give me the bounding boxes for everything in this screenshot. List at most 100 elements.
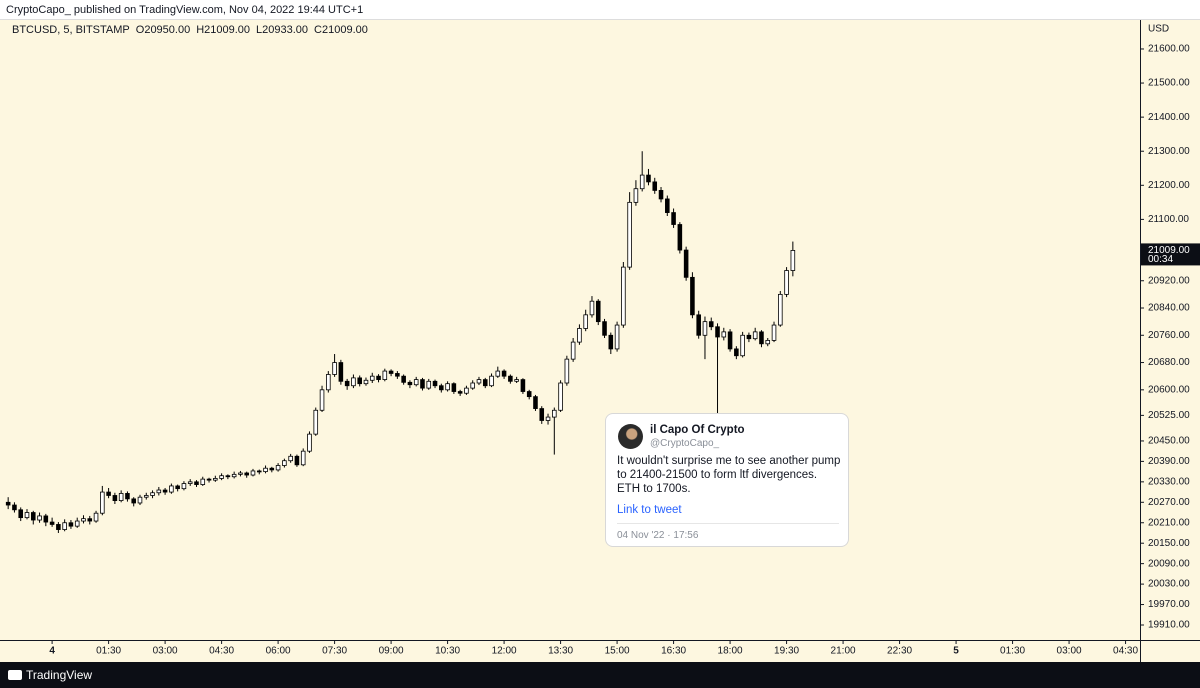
candle-body [627, 201, 632, 268]
y-tick-label: 20030.00 [1148, 579, 1190, 590]
candle-body [169, 485, 174, 493]
avatar [618, 424, 643, 449]
candle-body [514, 379, 519, 382]
candle-body [520, 379, 526, 392]
x-tick-label: 06:00 [266, 646, 291, 657]
candle-body [250, 470, 256, 476]
y-tick-label: 20330.00 [1148, 476, 1190, 487]
candle-body [432, 380, 438, 387]
divider [617, 523, 839, 524]
candle-body [118, 493, 124, 501]
brand: TradingView [26, 668, 93, 682]
last-price-box [1141, 243, 1200, 266]
candle-body [790, 250, 796, 271]
candle-body [501, 370, 507, 377]
candle-body [652, 181, 658, 191]
candle-body [533, 396, 538, 409]
y-tick-label: 20760.00 [1148, 330, 1190, 341]
x-tick-label: 03:00 [1057, 646, 1082, 657]
candle-body [194, 481, 199, 485]
candle-body [5, 501, 11, 506]
x-tick-label: 4 [49, 646, 55, 657]
y-tick-label: 21400.00 [1148, 112, 1190, 123]
candle-body [263, 467, 268, 473]
publish-header: CryptoCapo_ published on TradingView.com… [0, 0, 1200, 20]
x-tick-label: 01:30 [1000, 646, 1025, 657]
x-tick-label: 09:00 [379, 646, 404, 657]
candle-body [646, 174, 651, 183]
x-tick-label: 16:30 [661, 646, 686, 657]
candle-body [778, 293, 783, 326]
currency-label: USD [1148, 24, 1169, 35]
candle-body [231, 473, 237, 478]
tweet-name: il Capo Of Crypto [650, 424, 745, 436]
tweet-handle: @CryptoCapo_ [650, 438, 720, 449]
candle-body [187, 481, 193, 484]
candle-body [727, 331, 733, 350]
ohlc-value: H21009.00 [196, 24, 251, 36]
y-tick-label: 21600.00 [1148, 44, 1190, 55]
logo [8, 670, 22, 680]
candle-body [106, 491, 111, 496]
y-tick-label: 20680.00 [1148, 357, 1190, 368]
candle-body [771, 324, 777, 341]
ohlc-value: O20950.00 [135, 24, 191, 36]
x-tick-label: 10:30 [435, 646, 460, 657]
x-tick-label: 19:30 [774, 646, 799, 657]
candle-body [683, 249, 689, 278]
candle-body [545, 416, 551, 421]
candle-body [131, 498, 136, 504]
last-price-label: 21009.00 [1148, 245, 1190, 256]
candle-body [282, 460, 287, 466]
y-tick-label: 21100.00 [1148, 214, 1189, 225]
countdown: 00:34 [1148, 254, 1173, 265]
candle-body [156, 489, 162, 494]
y-tick-label: 21300.00 [1148, 146, 1190, 157]
candle-body [238, 472, 243, 475]
candle-body [313, 409, 319, 435]
y-tick-label: 20525.00 [1148, 410, 1190, 421]
candle-body [759, 331, 764, 345]
price-axis-bg [1140, 20, 1200, 662]
candle-body [439, 385, 444, 391]
candle-body [275, 465, 281, 471]
candle-body [401, 375, 406, 383]
candle-body [326, 374, 331, 391]
y-tick-label: 21200.00 [1148, 180, 1190, 191]
x-tick-label: 04:30 [209, 646, 234, 657]
candle-body [376, 375, 381, 380]
x-tick-label: 13:30 [548, 646, 573, 657]
y-tick-label: 20150.00 [1148, 538, 1190, 549]
candle-body [420, 379, 425, 389]
candle-body [407, 381, 413, 386]
y-tick-label: 20920.00 [1148, 275, 1190, 286]
candle-body [62, 522, 67, 530]
candle-body [564, 358, 570, 384]
candle-body [74, 520, 80, 527]
candle-body [476, 379, 482, 384]
y-tick-label: 20210.00 [1148, 517, 1190, 528]
candle-body [765, 339, 771, 345]
ohlc-value: L20933.00 [256, 24, 309, 36]
candle-body [702, 321, 708, 336]
candle-body [93, 512, 99, 522]
candle-body [344, 380, 350, 387]
candle-body [18, 509, 23, 519]
y-tick-label: 20390.00 [1148, 456, 1190, 467]
candle-body [30, 512, 36, 521]
candle-body [100, 491, 105, 514]
candle-body [24, 512, 30, 519]
candle-body [125, 493, 130, 500]
candle-body [294, 455, 300, 466]
y-tick-label: 19910.00 [1148, 620, 1190, 631]
candle-body [219, 475, 224, 479]
legend: BTCUSD, 5, BITSTAMP O20950.00 H21009.00 L20… [12, 24, 374, 36]
candle-body [658, 190, 664, 200]
candle-body [137, 496, 143, 504]
candle-body [690, 276, 695, 316]
candle-body [300, 450, 306, 466]
tweet-link[interactable]: Link to tweet [617, 504, 682, 516]
candle-body [570, 341, 576, 360]
candle-body [445, 383, 450, 391]
candle-body [482, 379, 488, 387]
